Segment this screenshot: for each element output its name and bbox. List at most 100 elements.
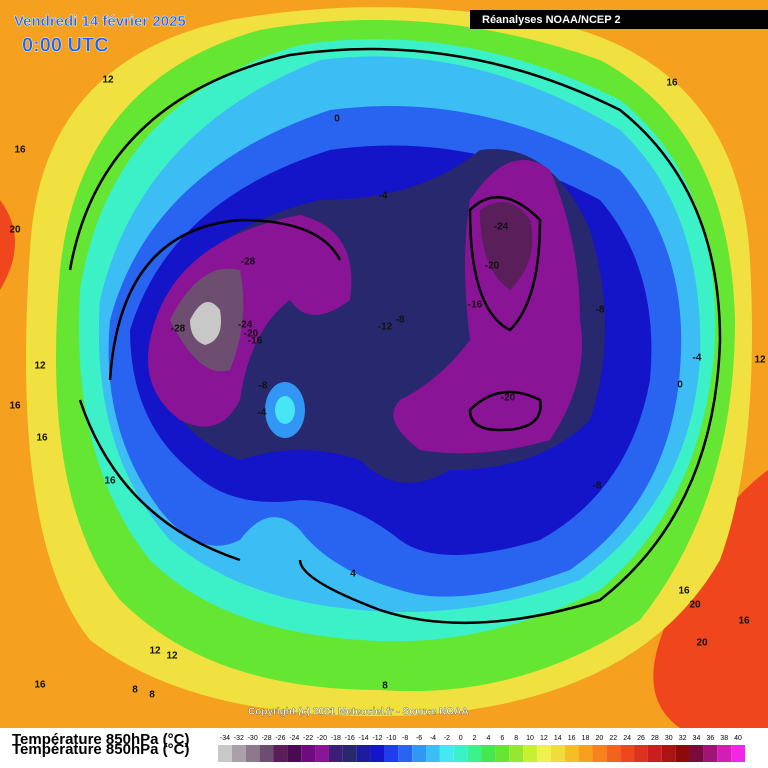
- scale-label: -16: [345, 735, 355, 742]
- scale-label: -26: [275, 735, 285, 742]
- scale-label: 2: [473, 735, 477, 742]
- contour-label: 16: [104, 476, 116, 487]
- scale-swatch: [342, 745, 357, 762]
- contour-label: 12: [166, 651, 178, 662]
- scale-swatch: [592, 745, 607, 762]
- contour-label: -4: [258, 408, 267, 419]
- contour-label: 16: [738, 616, 750, 627]
- contour-label: 12: [149, 646, 161, 657]
- contour-label: -28: [171, 324, 186, 335]
- scale-label: 12: [540, 735, 548, 742]
- contour-label: 20: [696, 638, 708, 649]
- scale-label: -34: [220, 735, 230, 742]
- scale-swatch: [731, 745, 745, 762]
- scale-label: 14: [554, 735, 562, 742]
- legend-title-shadow: Température 850hPa (°C): [12, 741, 189, 758]
- contour-label: -8: [259, 381, 268, 392]
- scale-label: 10: [526, 735, 534, 742]
- scale-swatch: [634, 745, 648, 762]
- scale-swatch: [439, 745, 454, 762]
- scale-label: 16: [568, 735, 576, 742]
- scale-label: -28: [261, 735, 271, 742]
- contour-label: 8: [132, 685, 138, 696]
- scale-label: -32: [234, 735, 244, 742]
- contour-label: -20: [244, 329, 259, 340]
- scale-label: 6: [500, 735, 504, 742]
- scale-swatch: [259, 745, 274, 762]
- scale-swatch: [287, 745, 302, 762]
- copyright: Copyright (c) 2021 Meteociel.fr - Source…: [248, 707, 469, 718]
- scale-label: -22: [303, 735, 313, 742]
- contour-label: -24: [238, 320, 253, 331]
- scale-label: 8: [514, 735, 518, 742]
- contour-label: 4: [350, 569, 356, 580]
- contour-label: 8: [382, 681, 388, 692]
- contour-label: 8: [149, 690, 155, 701]
- scale-swatch: [467, 745, 482, 762]
- scale-swatch: [481, 745, 496, 762]
- map-date: Vendredi 14 février 2025: [14, 13, 186, 30]
- contour-label: -8: [596, 305, 605, 316]
- scale-swatch: [606, 745, 621, 762]
- scale-label: 26: [637, 735, 645, 742]
- temperature-field: [0, 0, 768, 728]
- scale-label: -14: [359, 735, 369, 742]
- contour-label: -24: [494, 222, 509, 233]
- scale-label: -2: [444, 735, 450, 742]
- scale-swatch: [509, 745, 524, 762]
- scale-swatch: [370, 745, 385, 762]
- scale-swatch: [689, 745, 704, 762]
- scale-label: 0: [459, 735, 463, 742]
- scale-swatch: [620, 745, 635, 762]
- scale-label: 38: [720, 735, 728, 742]
- map-time: 0:00 UTC: [22, 34, 109, 56]
- scale-swatch: [398, 745, 413, 762]
- scale-swatch: [328, 745, 343, 762]
- scale-label: 32: [679, 735, 687, 742]
- contour-label: 16: [36, 433, 48, 444]
- source-text: Réanalyses NOAA/NCEP 2: [482, 14, 621, 26]
- scale-label: 30: [665, 735, 673, 742]
- contour-label: 16: [14, 145, 26, 156]
- contour-label: -16: [248, 336, 263, 347]
- scale-swatch: [231, 745, 246, 762]
- scale-swatch: [578, 745, 593, 762]
- scale-label: 18: [582, 735, 590, 742]
- scale-swatch: [564, 745, 579, 762]
- scale-swatch: [495, 745, 510, 762]
- contour-label: -28: [241, 257, 256, 268]
- scale-swatch: [218, 745, 232, 762]
- scale-swatch: [273, 745, 288, 762]
- contour-label: 0: [334, 114, 340, 125]
- scale-swatch: [384, 745, 399, 762]
- scale-label: 22: [609, 735, 617, 742]
- contour-label: -20: [501, 393, 516, 404]
- scale-swatch: [523, 745, 537, 762]
- scale-label: 24: [623, 735, 631, 742]
- scale-label: -8: [402, 735, 408, 742]
- contour-label: -8: [396, 315, 405, 326]
- scale-label: -24: [289, 735, 299, 742]
- scale-label: -20: [317, 735, 327, 742]
- scale-swatch: [647, 745, 662, 762]
- scale-swatch: [245, 745, 260, 762]
- scale-label: 20: [595, 735, 603, 742]
- scale-swatch: [703, 745, 718, 762]
- scale-label: -12: [372, 735, 382, 742]
- scale-swatch: [717, 745, 732, 762]
- scale-swatch: [453, 745, 468, 762]
- scale-swatch: [315, 745, 329, 762]
- contour-label: 0: [677, 380, 683, 391]
- scale-swatch: [550, 745, 565, 762]
- contour-label: 12: [102, 75, 114, 86]
- contour-label: -16: [468, 300, 483, 311]
- scale-label: 40: [734, 735, 742, 742]
- contour-label: 20: [689, 600, 701, 611]
- contour-label: 12: [34, 361, 46, 372]
- scale-label: -6: [416, 735, 422, 742]
- contour-label: -8: [593, 481, 602, 492]
- contour-label: 12: [754, 355, 766, 366]
- scale-label: -10: [386, 735, 396, 742]
- contour-label: 20: [9, 225, 21, 236]
